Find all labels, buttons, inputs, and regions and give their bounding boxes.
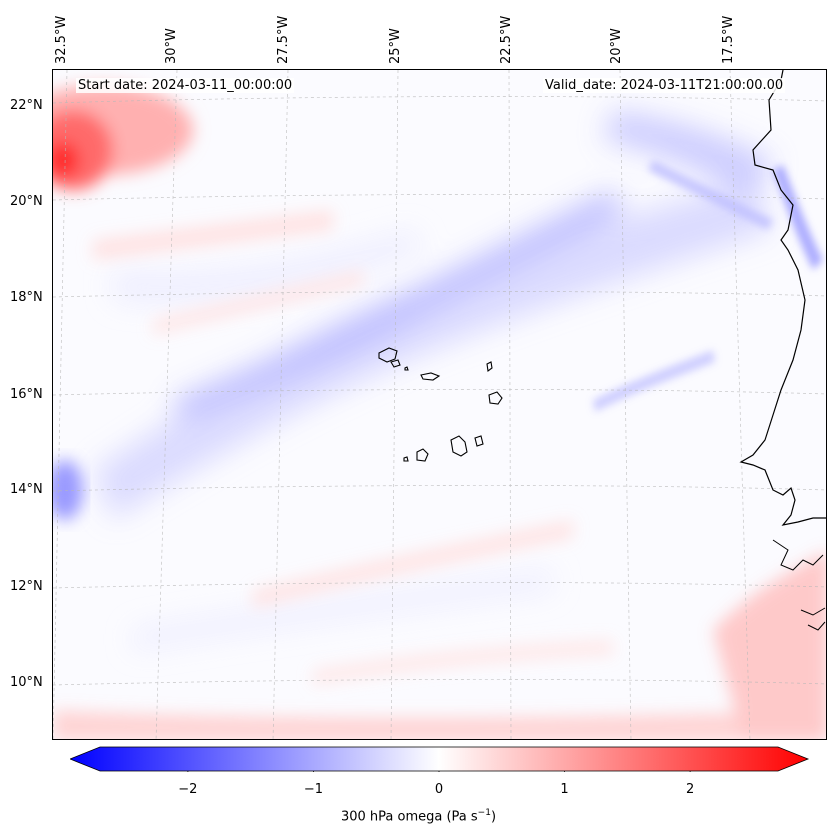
colorbar-tick: 0 [434,782,444,797]
lat-label: 10°N [10,675,43,690]
lon-label: 25°W [388,28,403,64]
colorbar [70,746,810,772]
lat-label: 18°N [10,290,43,305]
lon-label: 17.5°W [721,15,736,64]
colorbar-label: 300 hPa omega (Pa s−1) [340,808,497,825]
valid-date-label: Valid_date: 2024-03-11T21:00:00.00 [543,78,786,93]
colorbar-tick: −2 [178,782,198,797]
lat-label: 22°N [10,98,43,113]
lat-label: 12°N [10,579,43,594]
coastline [739,70,826,526]
map-panel[interactable] [52,69,827,740]
lon-label: 32.5°W [54,15,69,64]
lon-label: 22.5°W [499,15,514,64]
lat-label: 16°N [10,387,43,402]
start-date-label: Start date: 2024-03-11_00:00:00 [76,78,295,93]
lon-label: 27.5°W [276,15,291,64]
colorbar-tick: 1 [560,782,569,797]
lat-label: 14°N [10,482,43,497]
lon-label: 20°W [609,28,624,64]
colorbar-tick: −1 [303,782,324,797]
omega-field [53,70,826,739]
colorbar-tick: 2 [685,782,695,797]
cape-verde-islands [378,347,503,462]
lat-label: 20°N [10,194,43,209]
lon-label: 30°W [164,28,179,64]
